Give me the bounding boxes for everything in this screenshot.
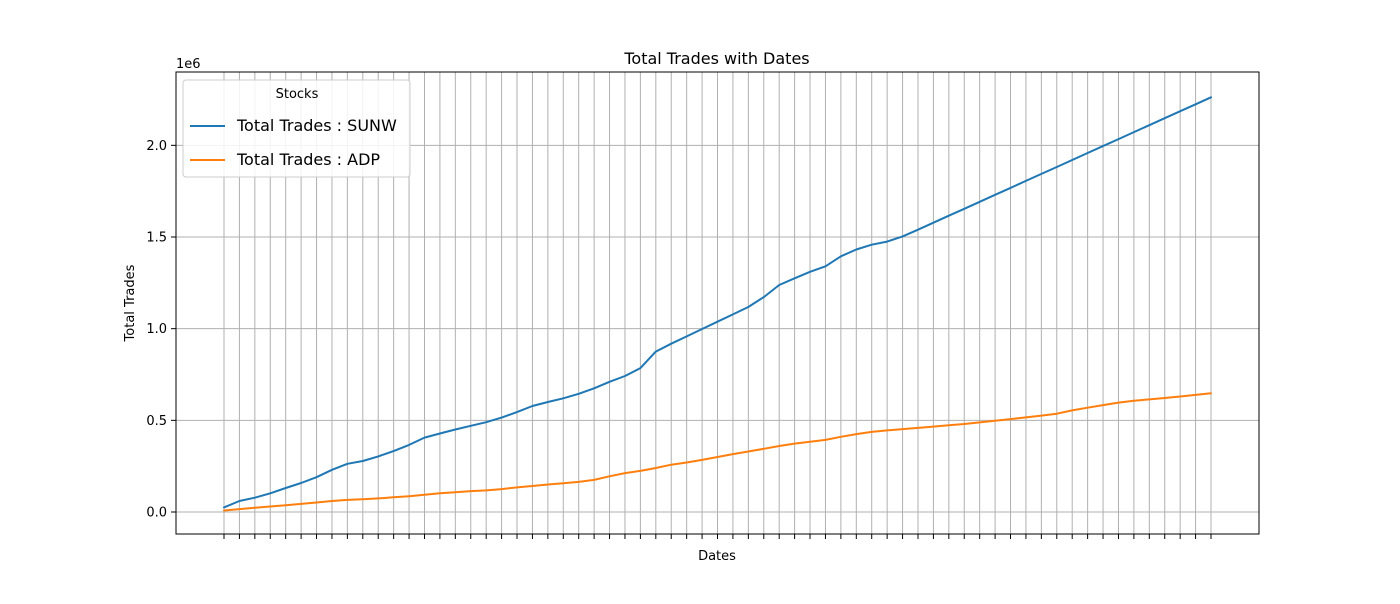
y-tick-label: 0.0 (146, 506, 167, 521)
legend-label-sunw: Total Trades : SUNW (236, 116, 397, 135)
y-tick-label: 1.0 (146, 322, 167, 337)
y-axis-ticks: 0.0 0.5 1.0 1.5 2.0 (146, 139, 176, 521)
legend: Stocks Total Trades : SUNW Total Trades … (182, 79, 411, 178)
legend-box (182, 79, 411, 178)
y-tick-label: 2.0 (146, 139, 167, 154)
series-layer (223, 96, 1212, 512)
x-axis-label: Dates (698, 549, 736, 564)
series-line-sunw (223, 96, 1212, 509)
chart-title: Total Trades with Dates (623, 49, 809, 68)
y-axis-label: Total Trades (123, 264, 138, 342)
legend-title: Stocks (276, 87, 319, 102)
x-axis-ticks (223, 534, 1212, 539)
legend-label-adp: Total Trades : ADP (236, 150, 380, 169)
y-axis-offset-label: 1e6 (176, 57, 201, 72)
y-tick-label: 1.5 (146, 231, 167, 246)
y-tick-label: 0.5 (146, 414, 167, 429)
series-line-adp (223, 392, 1212, 512)
